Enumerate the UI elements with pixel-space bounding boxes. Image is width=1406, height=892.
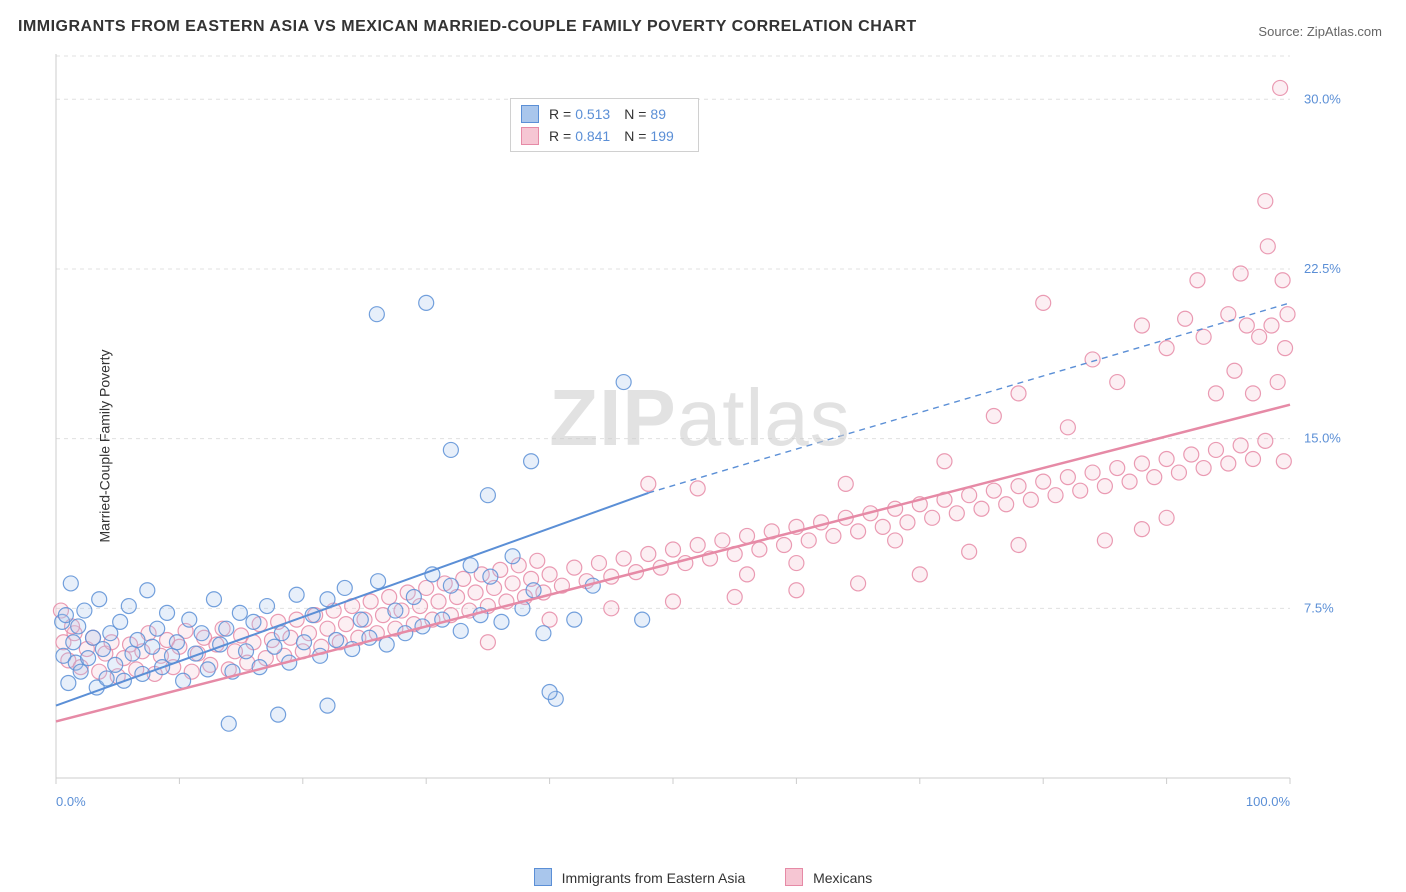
r-label: R = [549, 125, 571, 147]
legend-label: Mexicans [813, 870, 872, 886]
swatch-icon [521, 105, 539, 123]
svg-text:0.0%: 0.0% [56, 794, 86, 809]
source-label: Source: [1258, 24, 1303, 39]
swatch-icon [521, 127, 539, 145]
scatter-chart-svg: 7.5% 15.0% 22.5% 30.0% 0.0% 100.0% [50, 48, 1350, 818]
legend-item-1: Immigrants from Eastern Asia [534, 870, 749, 886]
svg-text:22.5%: 22.5% [1304, 261, 1341, 276]
legend-label: Immigrants from Eastern Asia [562, 870, 746, 886]
n-value: 199 [650, 125, 673, 147]
chart-area: 7.5%15.0%22.5%30.0%0.0%100.0% ZIPatlas R… [50, 48, 1350, 818]
swatch-icon [785, 868, 803, 886]
n-label: N = [624, 103, 646, 125]
n-label: N = [624, 125, 646, 147]
legend-bottom: Immigrants from Eastern Asia Mexicans [0, 868, 1406, 886]
svg-text:15.0%: 15.0% [1304, 431, 1341, 446]
swatch-icon [534, 868, 552, 886]
n-value: 89 [650, 103, 666, 125]
svg-text:30.0%: 30.0% [1304, 91, 1341, 106]
svg-text:100.0%: 100.0% [1246, 794, 1291, 809]
stats-row-series-1: R = 0.513 N = 89 [521, 103, 688, 125]
r-label: R = [549, 103, 571, 125]
stats-row-series-2: R = 0.841 N = 199 [521, 125, 688, 147]
svg-text:7.5%: 7.5% [1304, 600, 1334, 615]
chart-title: IMMIGRANTS FROM EASTERN ASIA VS MEXICAN … [18, 18, 917, 36]
legend-item-2: Mexicans [785, 870, 872, 886]
r-value: 0.513 [575, 103, 610, 125]
correlation-stats-box: R = 0.513 N = 89 R = 0.841 N = 199 [510, 98, 699, 152]
r-value: 0.841 [575, 125, 610, 147]
source-attribution: Source: ZipAtlas.com [1258, 24, 1382, 39]
source-value: ZipAtlas.com [1307, 24, 1382, 39]
